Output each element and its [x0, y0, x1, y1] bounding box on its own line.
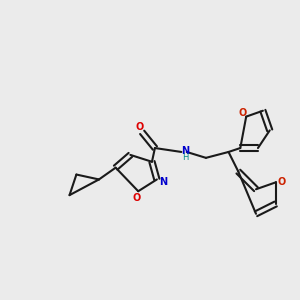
Text: N: N — [159, 177, 167, 187]
Text: O: O — [278, 177, 286, 187]
Text: N: N — [181, 146, 189, 156]
Text: O: O — [133, 193, 141, 203]
Text: O: O — [135, 122, 143, 132]
Text: O: O — [238, 107, 247, 118]
Text: H: H — [182, 153, 188, 162]
